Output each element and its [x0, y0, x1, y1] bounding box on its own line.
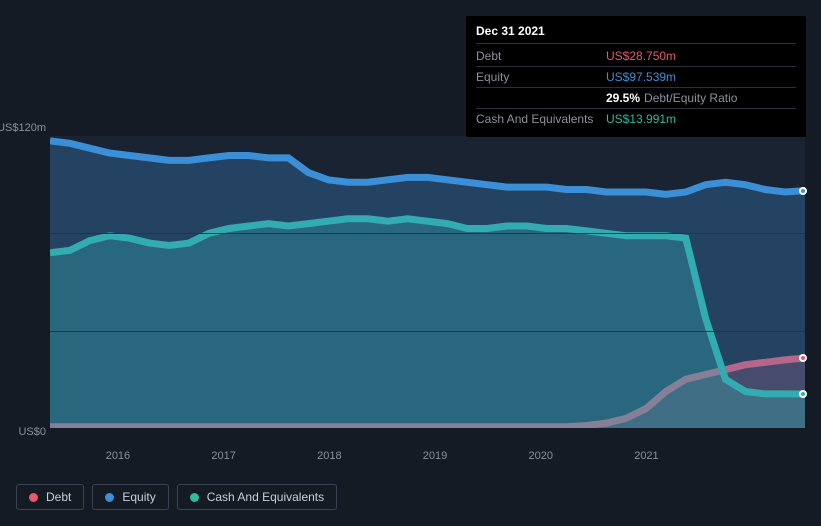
x-axis-tick: 2019: [423, 450, 447, 462]
legend-dot-icon: [29, 493, 38, 502]
x-axis-tick: 2018: [317, 450, 341, 462]
legend-item-label: Debt: [46, 490, 71, 504]
x-axis-tick: 2021: [634, 450, 658, 462]
tooltip-row: 29.5%Debt/Equity Ratio: [476, 88, 796, 109]
tooltip-row-value: US$13.991m: [606, 112, 796, 126]
gridline: [50, 331, 805, 332]
tooltip-row-label: Debt: [476, 49, 606, 63]
tooltip-row-value: US$28.750m: [606, 49, 796, 63]
tooltip-row-value: US$97.539m: [606, 70, 796, 84]
y-axis-min-label: US$0: [18, 426, 46, 438]
tooltip-row: EquityUS$97.539m: [476, 67, 796, 88]
series-end-marker: [799, 390, 807, 398]
x-axis-tick: 2017: [211, 450, 235, 462]
legend-item-debt[interactable]: Debt: [16, 484, 84, 510]
series-end-marker: [799, 354, 807, 362]
legend-item-label: Cash And Equivalents: [207, 490, 324, 504]
legend-dot-icon: [190, 493, 199, 502]
tooltip-row-value: 29.5%Debt/Equity Ratio: [606, 91, 796, 105]
chart: US$120m US$0: [16, 122, 805, 442]
tooltip-row: DebtUS$28.750m: [476, 46, 796, 67]
legend-dot-icon: [105, 493, 114, 502]
legend-item-label: Equity: [122, 490, 155, 504]
y-axis-max-label: US$120m: [0, 122, 46, 134]
legend-item-equity[interactable]: Equity: [92, 484, 168, 510]
tooltip-row-label: Equity: [476, 70, 606, 84]
tooltip-date: Dec 31 2021: [476, 24, 796, 44]
chart-plot-area[interactable]: [50, 136, 805, 428]
legend-item-cash-and-equivalents[interactable]: Cash And Equivalents: [177, 484, 337, 510]
series-end-marker: [799, 187, 807, 195]
legend: Debt Equity Cash And Equivalents: [16, 484, 337, 510]
x-axis-tick: 2020: [529, 450, 553, 462]
tooltip-row-label: Cash And Equivalents: [476, 112, 606, 126]
tooltip-row: Cash And EquivalentsUS$13.991m: [476, 109, 796, 129]
x-axis-tick: 2016: [106, 450, 130, 462]
gridline: [50, 233, 805, 234]
tooltip: Dec 31 2021 DebtUS$28.750mEquityUS$97.53…: [466, 16, 806, 137]
tooltip-row-label: [476, 91, 606, 105]
